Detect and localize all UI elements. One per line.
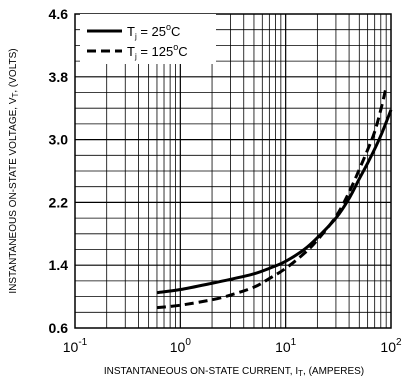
series-layer: [156, 86, 393, 310]
y-tick-label: 3.8: [49, 69, 69, 85]
y-tick-label: 4.6: [49, 6, 69, 22]
x-tick-label: 10-1: [63, 337, 88, 355]
legend-label-125c: Tj = 125oC: [127, 42, 188, 61]
legend-label-25c: Tj = 25oC: [127, 22, 180, 41]
y-tick-label: 1.4: [49, 257, 69, 273]
y-tick-labels: 0.6 1.4 2.2 3.0 3.8 4.6: [49, 6, 69, 336]
x-tick-label: 101: [275, 337, 297, 355]
x-tick-label: 102: [380, 337, 402, 355]
x-tick-label: 100: [170, 337, 192, 355]
series-line-125c: [156, 86, 388, 310]
grid-lines: [75, 14, 391, 328]
plot-frame: [74, 13, 392, 329]
legend-box: [80, 14, 216, 64]
x-tick-labels: 10-1 100 101 102: [63, 337, 402, 355]
y-tick-label: 2.2: [49, 194, 69, 210]
x-axis-title: INSTANTANEOUS ON-STATE CURRENT, IT, (AMP…: [104, 366, 364, 378]
y-tick-label: 3.0: [49, 132, 69, 148]
y-tick-label: 0.6: [49, 320, 69, 336]
y-axis-title: INSTANTANEOUS ON-STATE VOLTAGE, VT, (VOL…: [8, 48, 20, 293]
series-line-25c: [156, 109, 393, 295]
legend: Tj = 25oC Tj = 125oC: [80, 14, 216, 64]
